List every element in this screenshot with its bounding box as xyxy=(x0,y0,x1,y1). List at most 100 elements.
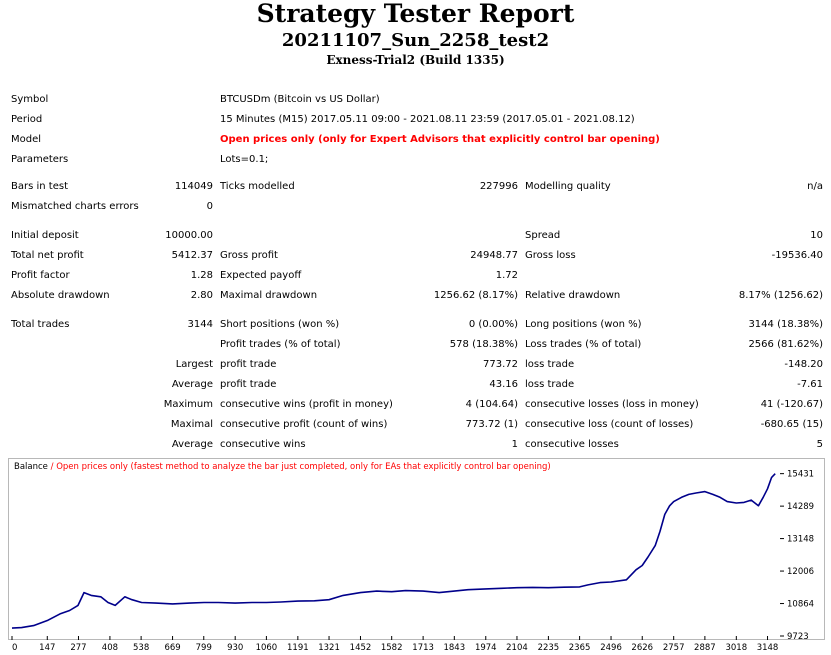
report-title: Strategy Tester Report xyxy=(256,0,575,28)
spread-value: 10 xyxy=(810,230,823,241)
x-tick-label: 2235 xyxy=(538,643,560,653)
ticks-label: Ticks modelled xyxy=(220,181,295,192)
net-profit-label: Total net profit xyxy=(11,250,84,261)
largest-loss-label: loss trade xyxy=(525,359,575,370)
x-tick-label: 799 xyxy=(196,643,212,653)
average-consecutive-label: Average xyxy=(171,439,213,450)
absolute-drawdown-label: Absolute drawdown xyxy=(11,290,110,301)
max-consecutive-wins-label: consecutive wins (profit in money) xyxy=(220,399,393,410)
x-tick-label: 1713 xyxy=(412,643,434,653)
gross-loss-label: Gross loss xyxy=(525,250,576,261)
period-label: Period xyxy=(11,114,43,125)
deposit-value: 10000.00 xyxy=(165,230,213,241)
period-value: 15 Minutes (M15) 2017.05.11 09:00 - 2021… xyxy=(220,114,635,125)
x-tick-label: 930 xyxy=(227,643,243,653)
avg-consecutive-wins-label: consecutive wins xyxy=(220,439,306,450)
legend-separator: / xyxy=(47,462,57,472)
ticks-value: 227996 xyxy=(479,181,518,192)
expected-payoff-label: Expected payoff xyxy=(220,270,302,281)
short-positions-value: 0 (0.00%) xyxy=(468,319,518,330)
maximum-label: Maximum xyxy=(163,399,213,410)
x-tick-label: 3018 xyxy=(725,643,747,653)
parameters-label: Parameters xyxy=(11,154,69,165)
bars-label: Bars in test xyxy=(11,181,68,192)
spread-label: Spread xyxy=(525,230,561,241)
loss-trades-label: Loss trades (% of total) xyxy=(525,339,642,350)
avg-consecutive-wins-value: 1 xyxy=(511,439,518,450)
quality-label: Modelling quality xyxy=(525,181,611,192)
x-tick-label: 1582 xyxy=(381,643,403,653)
profit-trades-label: Profit trades (% of total) xyxy=(220,339,341,350)
gross-profit-label: Gross profit xyxy=(220,250,278,261)
max-consecutive-losses-label: consecutive losses (loss in money) xyxy=(525,399,699,410)
gross-profit-value: 24948.77 xyxy=(470,250,518,261)
parameters-value: Lots=0.1; xyxy=(220,154,269,165)
expected-payoff-value: 1.72 xyxy=(495,270,518,281)
relative-drawdown-label: Relative drawdown xyxy=(525,290,621,301)
average-profit-label: profit trade xyxy=(220,379,277,390)
x-tick-label: 2104 xyxy=(506,643,528,653)
x-tick-label: 1452 xyxy=(350,643,372,653)
x-tick-label: 538 xyxy=(133,643,149,653)
x-tick-label: 1191 xyxy=(287,643,309,653)
mismatch-label: Mismatched charts errors xyxy=(11,201,139,212)
maximal-label: Maximal xyxy=(170,419,213,430)
symbol-value: BTCUSDm (Bitcoin vs US Dollar) xyxy=(220,94,380,105)
avg-consecutive-losses-label: consecutive losses xyxy=(525,439,619,450)
x-tick-label: 1843 xyxy=(443,643,465,653)
largest-label: Largest xyxy=(175,359,213,370)
largest-loss-value: -148.20 xyxy=(784,359,823,370)
largest-profit-value: 773.72 xyxy=(483,359,518,370)
total-trades-label: Total trades xyxy=(11,319,70,330)
maximal-loss-label: consecutive loss (count of losses) xyxy=(525,419,694,430)
symbol-label: Symbol xyxy=(11,94,49,105)
largest-profit-label: profit trade xyxy=(220,359,277,370)
x-tick-label: 2626 xyxy=(631,643,653,653)
gross-loss-value: -19536.40 xyxy=(771,250,823,261)
average-loss-label: loss trade xyxy=(525,379,575,390)
profit-factor-value: 1.28 xyxy=(190,270,213,281)
chart-legend: Balance / Open prices only (fastest meth… xyxy=(14,461,551,473)
net-profit-value: 5412.37 xyxy=(171,250,213,261)
x-tick-label: 3148 xyxy=(757,643,779,653)
max-consecutive-losses-value: 41 (-120.67) xyxy=(760,399,823,410)
bars-value: 114049 xyxy=(174,181,213,192)
avg-consecutive-losses-value: 5 xyxy=(816,439,823,450)
short-positions-label: Short positions (won %) xyxy=(220,319,340,330)
balance-chart-frame xyxy=(8,458,825,640)
average-profit-value: 43.16 xyxy=(489,379,518,390)
x-tick-label: 277 xyxy=(70,643,86,653)
relative-drawdown-value: 8.17% (1256.62) xyxy=(738,290,823,301)
loss-trades-value: 2566 (81.62%) xyxy=(748,339,823,350)
profit-factor-label: Profit factor xyxy=(11,270,70,281)
x-tick-label: 147 xyxy=(39,643,55,653)
x-tick-label: 1321 xyxy=(318,643,340,653)
total-trades-value: 3144 xyxy=(187,319,213,330)
legend-description: Open prices only (fastest method to anal… xyxy=(56,462,551,472)
x-tick-label: 1974 xyxy=(475,643,497,653)
server-build: Exness-Trial2 (Build 1335) xyxy=(326,53,505,67)
max-consecutive-wins-value: 4 (104.64) xyxy=(465,399,518,410)
x-tick-label: 669 xyxy=(164,643,180,653)
legend-series: Balance xyxy=(14,462,48,472)
maximal-drawdown-label: Maximal drawdown xyxy=(220,290,318,301)
mismatch-value: 0 xyxy=(206,201,213,212)
maximal-profit-label: consecutive profit (count of wins) xyxy=(220,419,388,430)
model-value: Open prices only (only for Expert Adviso… xyxy=(220,134,660,145)
maximal-profit-value: 773.72 (1) xyxy=(465,419,518,430)
profit-trades-value: 578 (18.38%) xyxy=(449,339,518,350)
x-tick-label: 2365 xyxy=(569,643,591,653)
average-label: Average xyxy=(171,379,213,390)
x-tick-label: 2887 xyxy=(694,643,716,653)
model-label: Model xyxy=(11,134,42,145)
x-tick-label: 1060 xyxy=(256,643,278,653)
long-positions-value: 3144 (18.38%) xyxy=(748,319,823,330)
maximal-loss-value: -680.65 (15) xyxy=(760,419,823,430)
x-tick-label: 2757 xyxy=(663,643,685,653)
maximal-drawdown-value: 1256.62 (8.17%) xyxy=(433,290,518,301)
long-positions-label: Long positions (won %) xyxy=(525,319,642,330)
average-loss-value: -7.61 xyxy=(797,379,823,390)
x-tick-label: 2496 xyxy=(600,643,622,653)
absolute-drawdown-value: 2.80 xyxy=(190,290,213,301)
report-subtitle: 20211107_Sun_2258_test2 xyxy=(281,30,550,51)
